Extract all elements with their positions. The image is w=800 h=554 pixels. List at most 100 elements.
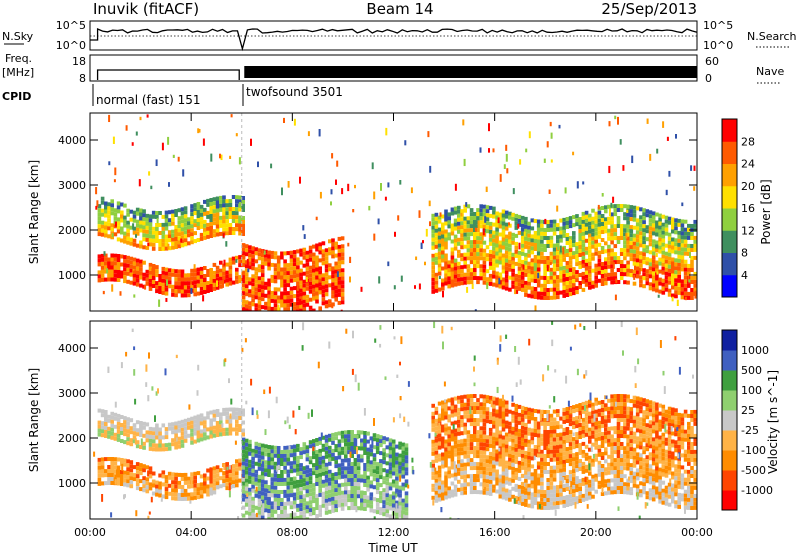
data-cell bbox=[463, 470, 467, 475]
data-cell bbox=[674, 278, 678, 283]
data-cell bbox=[536, 263, 541, 268]
data-cell bbox=[244, 252, 249, 257]
data-cell bbox=[549, 469, 554, 474]
data-cell bbox=[524, 494, 528, 499]
data-cell bbox=[536, 283, 541, 288]
data-cell bbox=[110, 227, 114, 232]
data-cell bbox=[533, 453, 538, 457]
data-cell bbox=[161, 142, 164, 151]
data-cell bbox=[132, 281, 137, 286]
data-cell bbox=[267, 254, 271, 259]
data-cell bbox=[340, 284, 345, 289]
data-cell bbox=[434, 422, 439, 427]
data-cell bbox=[196, 438, 201, 443]
data-cell bbox=[299, 515, 303, 519]
data-cell bbox=[353, 498, 358, 502]
data-cell bbox=[619, 268, 624, 272]
data-cell bbox=[305, 449, 310, 454]
data-cell bbox=[167, 238, 172, 243]
data-cell bbox=[305, 453, 310, 458]
data-cell bbox=[562, 435, 566, 440]
data-cell bbox=[460, 423, 464, 428]
data-cell bbox=[174, 496, 178, 501]
data-cell bbox=[568, 414, 573, 419]
data-cell bbox=[469, 462, 474, 467]
data-cell bbox=[334, 269, 338, 274]
data-cell bbox=[138, 179, 141, 187]
data-cell bbox=[466, 252, 471, 257]
data-cell bbox=[439, 212, 442, 217]
data-cell bbox=[104, 414, 108, 418]
data-cell bbox=[212, 262, 217, 267]
data-cell bbox=[395, 480, 399, 485]
data-cell bbox=[434, 494, 439, 499]
data-cell bbox=[441, 238, 445, 243]
data-cell bbox=[299, 463, 303, 468]
data-cell bbox=[120, 482, 124, 486]
data-cell bbox=[655, 288, 659, 293]
data-cell bbox=[267, 469, 271, 473]
data-cell bbox=[450, 401, 455, 406]
data-cell bbox=[235, 195, 239, 200]
data-cell bbox=[517, 230, 522, 235]
data-cell bbox=[437, 215, 442, 220]
data-cell bbox=[690, 296, 694, 300]
data-cell bbox=[307, 131, 310, 137]
data-cell bbox=[299, 507, 303, 512]
data-cell bbox=[164, 483, 169, 488]
data-cell bbox=[292, 492, 297, 497]
data-cell bbox=[223, 259, 226, 266]
data-cell bbox=[231, 472, 236, 477]
data-cell bbox=[318, 440, 322, 445]
data-cell bbox=[517, 214, 522, 219]
data-cell bbox=[305, 445, 310, 450]
data-cell bbox=[655, 260, 659, 265]
data-cell bbox=[562, 451, 566, 456]
data-cell bbox=[324, 284, 329, 289]
data-cell bbox=[228, 273, 233, 278]
data-cell bbox=[517, 452, 522, 457]
data-cell bbox=[264, 293, 268, 298]
data-cell bbox=[215, 273, 220, 278]
data-cell bbox=[504, 250, 509, 255]
data-cell bbox=[209, 418, 213, 423]
data-cell bbox=[203, 278, 207, 282]
data-cell bbox=[469, 268, 474, 273]
data-cell bbox=[228, 223, 233, 227]
data-cell bbox=[549, 501, 554, 506]
data-cell bbox=[530, 412, 535, 417]
data-cell bbox=[565, 439, 570, 443]
data-cell bbox=[190, 228, 194, 233]
data-cell bbox=[135, 211, 140, 216]
data-cell bbox=[337, 268, 342, 273]
data-cell bbox=[524, 272, 528, 277]
data-cell bbox=[398, 457, 402, 462]
data-cell bbox=[344, 466, 348, 471]
data-cell bbox=[498, 474, 503, 479]
data-cell bbox=[280, 514, 284, 518]
data-cell bbox=[488, 491, 493, 496]
data-cell bbox=[356, 490, 361, 495]
data-cell bbox=[671, 221, 675, 226]
data-cell bbox=[337, 463, 342, 468]
data-cell bbox=[508, 222, 510, 226]
data-cell bbox=[113, 424, 118, 429]
data-cell bbox=[270, 489, 275, 494]
data-cell bbox=[283, 279, 287, 284]
data-cell bbox=[460, 399, 464, 404]
data-cell bbox=[148, 486, 153, 491]
data-cell bbox=[180, 269, 185, 274]
data-cell bbox=[552, 441, 557, 446]
data-cell bbox=[283, 465, 287, 470]
data-cell bbox=[100, 433, 105, 438]
data-cell bbox=[225, 427, 229, 432]
data-cell bbox=[688, 279, 691, 283]
data-cell bbox=[693, 275, 697, 280]
data-cell bbox=[199, 224, 204, 229]
data-cell bbox=[533, 267, 538, 271]
data-cell bbox=[244, 486, 249, 491]
data-cell bbox=[209, 276, 213, 280]
data-cell bbox=[257, 450, 262, 455]
data-cell bbox=[264, 468, 268, 473]
data-cell bbox=[530, 504, 535, 509]
